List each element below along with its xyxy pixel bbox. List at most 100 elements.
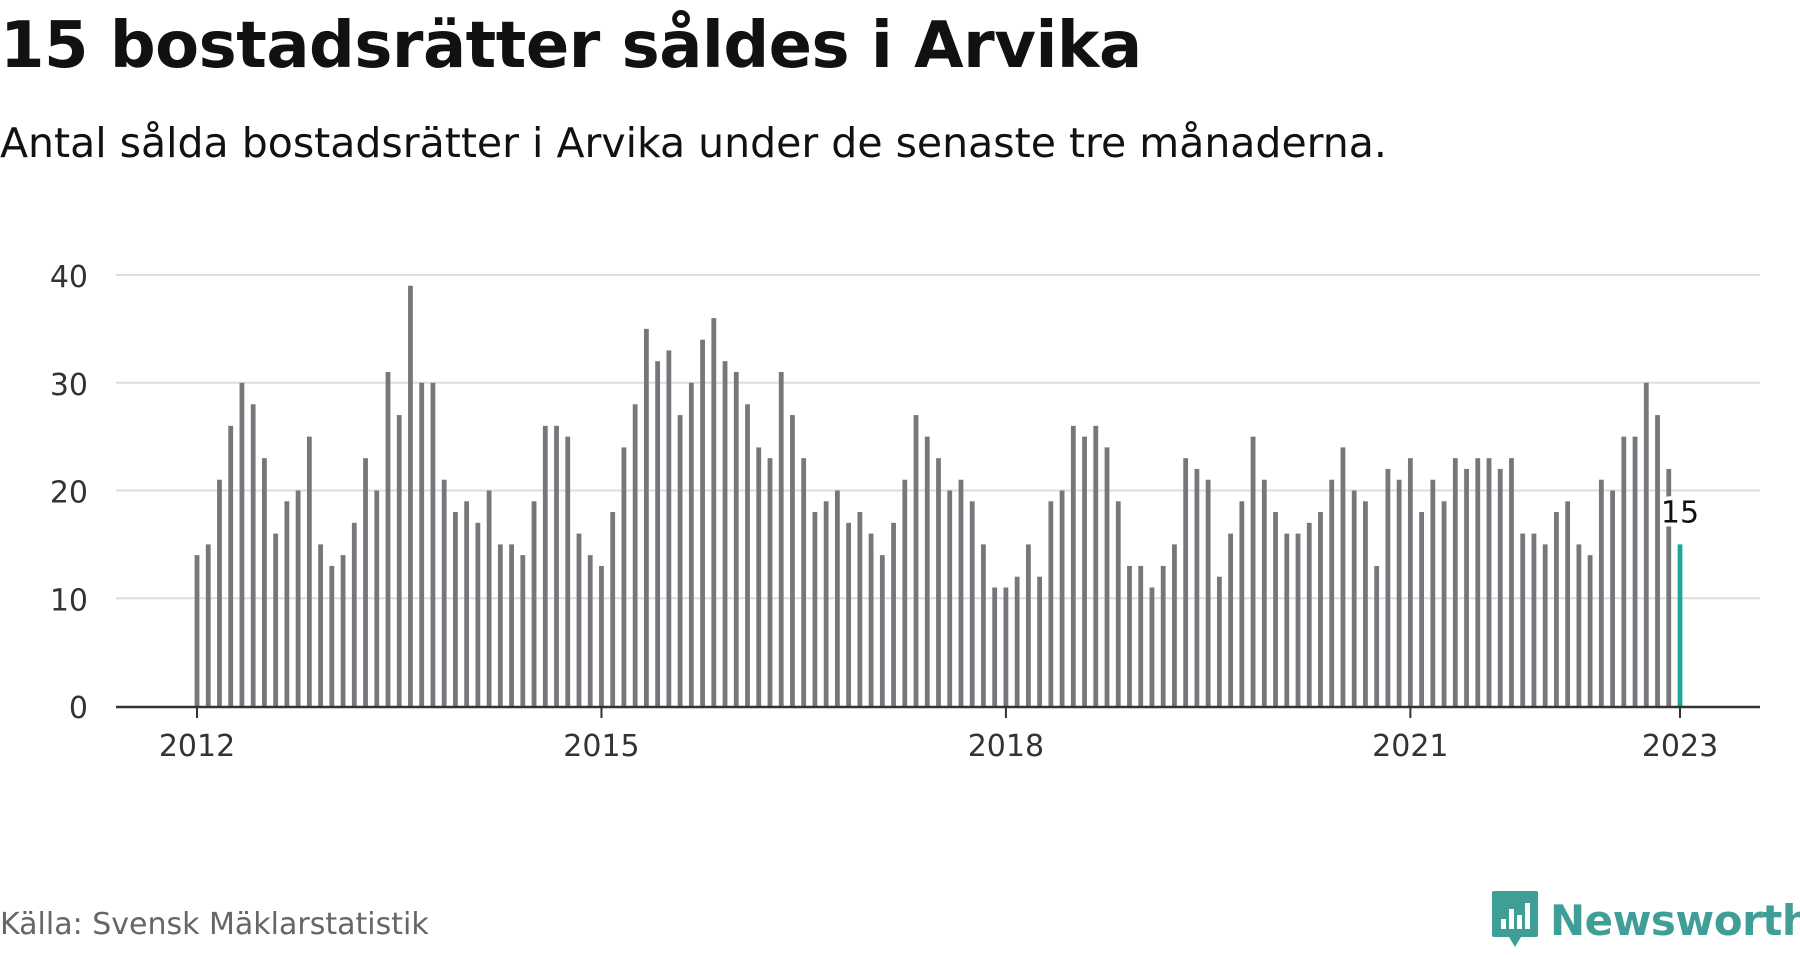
bar (1070, 425, 1076, 706)
newsworthy-logo-icon (1492, 891, 1538, 947)
bar (262, 458, 267, 706)
bar (610, 512, 616, 706)
bar (1261, 479, 1267, 706)
bar (1475, 458, 1481, 706)
bar (1497, 468, 1503, 706)
bar (1441, 501, 1447, 706)
bar (767, 458, 773, 706)
bar (542, 425, 548, 706)
bar (1464, 468, 1469, 706)
bar (700, 339, 705, 706)
bar (1363, 501, 1368, 706)
bar (1093, 425, 1099, 706)
bar (655, 361, 661, 706)
bar (677, 415, 683, 706)
brand-logo[interactable]: Newsworthy (1490, 885, 1800, 955)
bar (924, 436, 930, 706)
bar (1531, 533, 1537, 706)
bar (879, 555, 885, 706)
bar (1340, 447, 1346, 706)
bar (351, 522, 357, 706)
chart-subtitle: Antal sålda bostadsrätter i Arvika under… (0, 119, 1387, 167)
bar (1554, 512, 1559, 706)
bar (1273, 512, 1278, 706)
bar (1138, 565, 1144, 706)
bar (621, 447, 627, 706)
bar (1318, 512, 1323, 706)
bar (1205, 479, 1211, 706)
bar (1351, 490, 1357, 706)
bar (1452, 458, 1458, 706)
bar (868, 533, 874, 706)
x-tick-label: 2015 (563, 729, 639, 764)
value-label: 15 (1661, 495, 1699, 530)
bar (790, 415, 795, 706)
bar (823, 501, 829, 706)
bar (1655, 415, 1660, 706)
bar (576, 533, 582, 706)
bar (1037, 576, 1043, 706)
bar (374, 490, 380, 706)
bar (228, 425, 234, 706)
bar (1632, 436, 1638, 706)
bar (396, 415, 402, 706)
bar (1228, 533, 1234, 706)
bar (1598, 479, 1604, 706)
x-tick-label: 2021 (1372, 729, 1448, 764)
bar (992, 587, 998, 706)
bar (1250, 436, 1256, 706)
bar (194, 555, 200, 706)
bar (318, 544, 323, 706)
bar (295, 490, 301, 706)
bar (205, 544, 211, 706)
bar (1385, 468, 1391, 706)
bar (1127, 565, 1132, 706)
y-tick-label: 20 (50, 476, 88, 511)
bar (284, 501, 290, 706)
bar (520, 555, 526, 706)
bar (486, 490, 492, 706)
bar (1216, 576, 1222, 706)
bar (1587, 555, 1593, 706)
bar (722, 361, 728, 706)
bar (430, 382, 436, 706)
bar (778, 371, 784, 706)
bar (891, 522, 896, 706)
bar (1194, 468, 1200, 706)
bar (913, 415, 919, 706)
y-axis-labels: 0 10 20 30 40 (50, 260, 88, 726)
bar (217, 479, 222, 706)
bar (340, 555, 346, 706)
bar (812, 512, 818, 706)
y-tick-label: 0 (69, 691, 88, 726)
bar (1295, 533, 1301, 706)
y-tick-label: 40 (50, 260, 88, 295)
bar (902, 479, 908, 706)
bar (846, 522, 852, 706)
bar (969, 501, 975, 706)
bar (363, 458, 368, 706)
value-label-halo: 15 (1661, 495, 1699, 530)
bar (745, 404, 750, 706)
x-axis (116, 705, 1760, 718)
bar (531, 501, 537, 706)
source-note: Källa: Svensk Mäklarstatistik (0, 907, 429, 942)
bar (958, 479, 964, 706)
bar (475, 522, 481, 706)
bar (441, 479, 447, 706)
bar (666, 350, 672, 706)
bar (756, 447, 762, 706)
bar (1430, 479, 1436, 706)
bar (1621, 436, 1627, 706)
bar (1542, 544, 1548, 706)
bar (408, 285, 413, 706)
bar (1104, 447, 1110, 706)
bar (711, 318, 717, 706)
x-tick-label: 2018 (968, 729, 1044, 764)
bar (1284, 533, 1290, 706)
bar (688, 382, 694, 706)
bar (250, 404, 256, 706)
bar (565, 436, 571, 706)
